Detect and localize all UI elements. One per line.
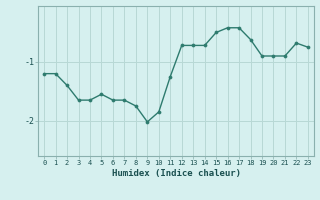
X-axis label: Humidex (Indice chaleur): Humidex (Indice chaleur) xyxy=(111,169,241,178)
